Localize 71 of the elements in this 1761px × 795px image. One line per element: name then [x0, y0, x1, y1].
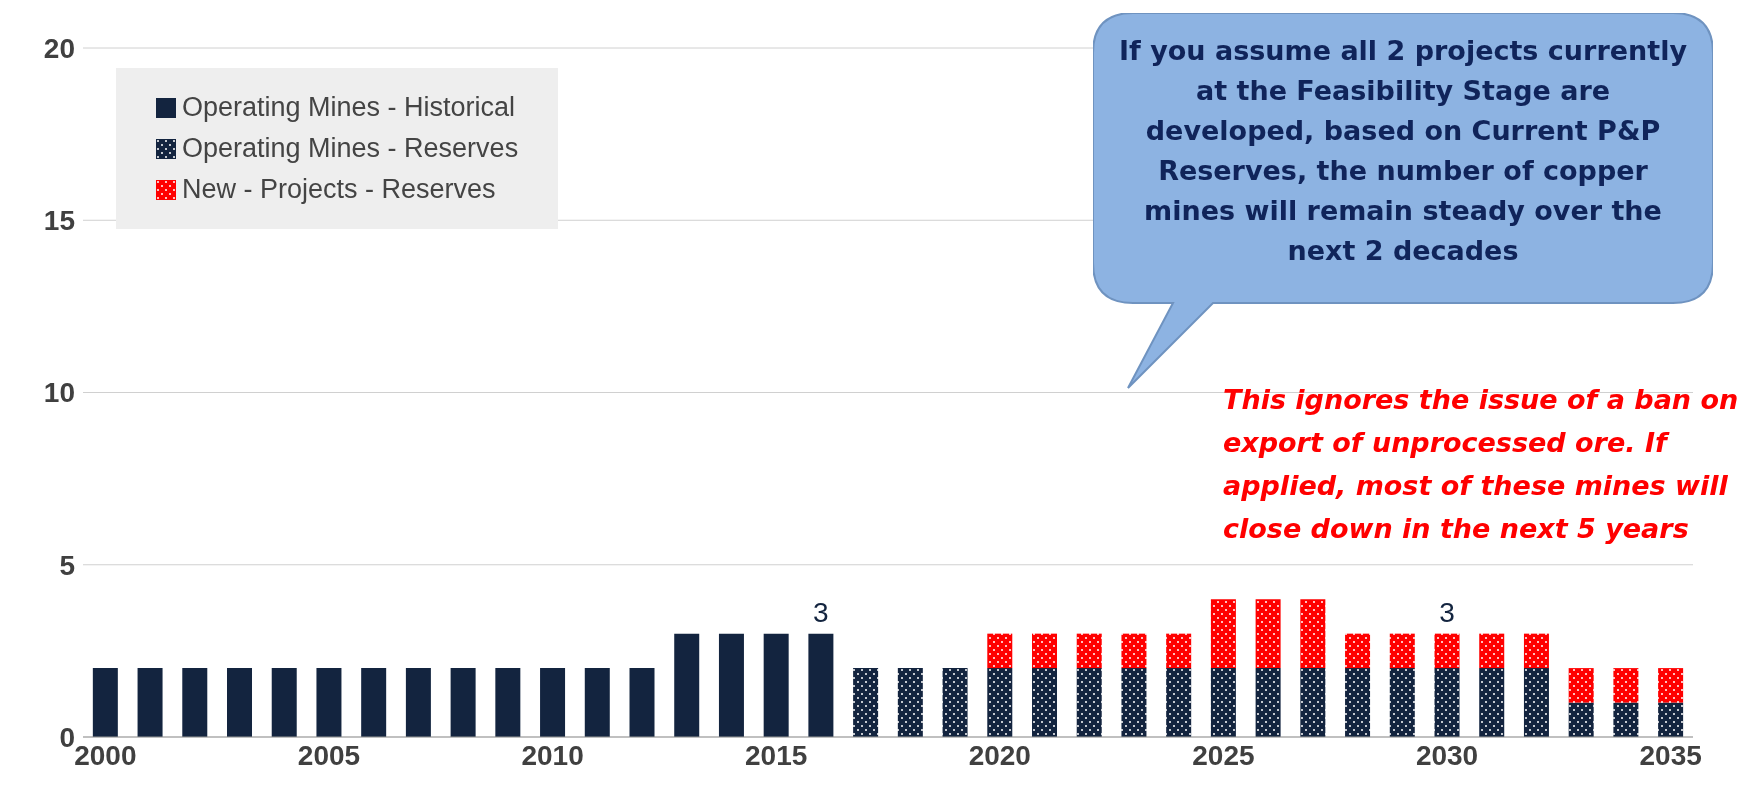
y-tick-label: 5 — [59, 549, 75, 581]
bar — [1658, 702, 1684, 737]
total-label: 3 — [813, 596, 829, 628]
bar — [271, 668, 297, 737]
x-tick-label: 2025 — [1192, 739, 1255, 771]
bar — [361, 668, 387, 737]
bar — [1032, 633, 1058, 669]
bar — [92, 668, 118, 737]
bar — [1434, 633, 1460, 669]
x-tick-label: 2005 — [297, 739, 361, 771]
y-tick-label: 15 — [43, 205, 75, 237]
bar — [1032, 668, 1058, 737]
x-tick-label: 2020 — [968, 739, 1031, 771]
x-tick-label: 2035 — [1639, 739, 1702, 771]
bar — [1568, 668, 1594, 703]
x-tick-label: 2015 — [745, 739, 808, 771]
bar — [1121, 633, 1147, 669]
bar — [1255, 668, 1281, 737]
bar — [763, 633, 789, 737]
y-tick-label: 20 — [43, 32, 75, 64]
bar — [182, 668, 208, 737]
bar — [1613, 702, 1639, 737]
bar — [1523, 668, 1549, 737]
bar — [987, 633, 1013, 669]
bar — [1389, 668, 1415, 737]
x-tick-label: 2010 — [521, 739, 584, 771]
bar — [405, 668, 431, 737]
bar — [674, 633, 700, 737]
total-label: 3 — [1439, 596, 1455, 628]
bar — [1434, 668, 1460, 737]
bar — [1658, 668, 1684, 703]
bar — [1613, 668, 1639, 703]
bar — [1300, 668, 1326, 737]
x-tick-label: 2030 — [1415, 739, 1479, 771]
bar — [316, 668, 342, 737]
y-tick-label: 10 — [43, 377, 75, 409]
bar — [1300, 599, 1326, 669]
bar — [718, 633, 744, 737]
bar — [1479, 668, 1505, 737]
legend-label: New - Projects - Reserves — [182, 174, 496, 205]
bar — [1479, 633, 1505, 669]
bar — [1121, 668, 1147, 737]
legend-label: Operating Mines - Historical — [182, 92, 516, 123]
bar — [629, 668, 655, 737]
bar — [1345, 668, 1371, 737]
bar — [1076, 668, 1102, 737]
bar — [137, 668, 163, 737]
bar — [1210, 599, 1236, 669]
bar — [1389, 633, 1415, 669]
legend-label: Operating Mines - Reserves — [182, 133, 519, 164]
bar — [1166, 633, 1192, 669]
bar — [897, 668, 923, 737]
bar — [495, 668, 521, 737]
bar — [853, 668, 879, 737]
bar — [1568, 702, 1594, 737]
bar — [450, 668, 476, 737]
bar — [1255, 599, 1281, 669]
y-tick-label: 0 — [59, 721, 75, 753]
bar — [540, 668, 566, 737]
bar — [987, 668, 1013, 737]
bar — [584, 668, 610, 737]
bar — [227, 668, 253, 737]
bar — [942, 668, 968, 737]
bar — [1523, 633, 1549, 669]
bar — [1210, 668, 1236, 737]
bar — [808, 633, 834, 737]
x-tick-label: 2000 — [74, 739, 137, 771]
bar — [1345, 633, 1371, 669]
bar — [1076, 633, 1102, 669]
bar — [1166, 668, 1192, 737]
annotation: If you assume all 2 projects currently at the Feasibility Stage are developed, based on Current P&P Reserves, the number of copper mines will remain steady over the next 2 decades — [1118, 34, 1688, 268]
